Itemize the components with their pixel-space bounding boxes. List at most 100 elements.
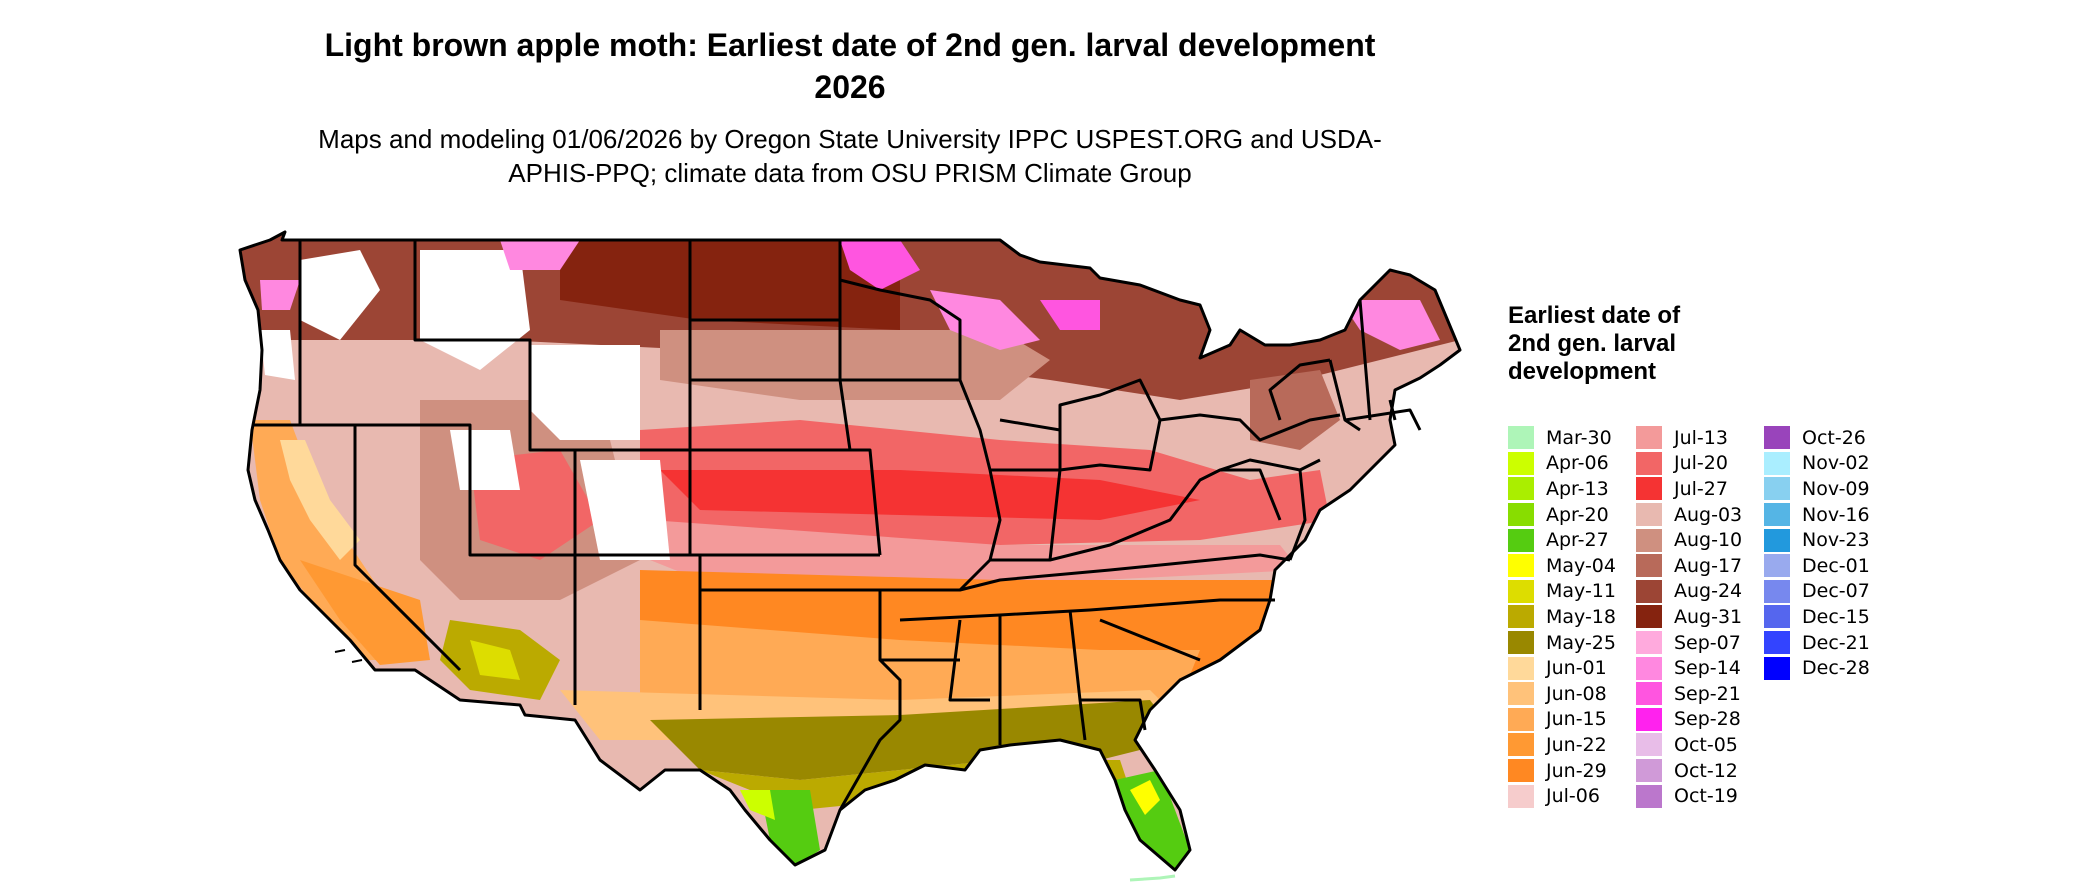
legend-item: Aug-03 — [1636, 502, 1764, 528]
legend: Mar-30 Apr-06 Apr-13 Apr-20 Apr-27 May-04 May-… — [1508, 425, 1908, 835]
legend-item: Apr-27 — [1508, 527, 1636, 553]
legend-swatch — [1636, 631, 1662, 655]
channel-island — [334, 649, 346, 653]
legend-swatch — [1636, 451, 1662, 475]
legend-item: Apr-20 — [1508, 502, 1636, 528]
legend-label: Jul-27 — [1674, 477, 1728, 500]
legend-label: Apr-13 — [1546, 477, 1609, 500]
map-title: Light brown apple moth: Earliest date of… — [324, 27, 1376, 105]
legend-label: Sep-28 — [1674, 708, 1741, 731]
legend-swatch — [1508, 451, 1534, 475]
legend-label: Dec-01 — [1802, 554, 1870, 577]
legend-label: Dec-28 — [1802, 657, 1870, 680]
legend-label: Oct-26 — [1802, 426, 1866, 449]
legend-label: Apr-27 — [1546, 529, 1609, 552]
legend-swatch — [1764, 503, 1790, 527]
legend-item: Sep-21 — [1636, 681, 1764, 707]
legend-label: Jun-01 — [1546, 657, 1607, 680]
state-boundaries — [238, 230, 1462, 872]
legend-swatch — [1636, 426, 1662, 450]
legend-swatch — [1636, 605, 1662, 629]
legend-swatch — [1636, 707, 1662, 731]
legend-swatch — [1764, 656, 1790, 680]
legend-item: Oct-05 — [1636, 732, 1764, 758]
legend-swatch — [1764, 554, 1790, 578]
legend-item: Nov-02 — [1764, 451, 1892, 477]
legend-swatch — [1764, 477, 1790, 501]
legend-item: Jun-29 — [1508, 758, 1636, 784]
legend-swatch — [1764, 631, 1790, 655]
legend-swatch — [1508, 784, 1534, 808]
florida-keys — [1129, 874, 1176, 882]
legend-swatch — [1508, 682, 1534, 706]
legend-label: Nov-23 — [1802, 529, 1870, 552]
legend-item: Jul-20 — [1636, 451, 1764, 477]
legend-label: Nov-16 — [1802, 503, 1870, 526]
legend-swatch — [1636, 528, 1662, 552]
legend-swatch — [1508, 759, 1534, 783]
legend-swatch — [1764, 605, 1790, 629]
legend-label: Sep-14 — [1674, 657, 1741, 680]
legend-item: Jul-06 — [1508, 783, 1636, 809]
legend-item: Jun-01 — [1508, 655, 1636, 681]
legend-label: Apr-20 — [1546, 503, 1609, 526]
legend-swatch — [1508, 579, 1534, 603]
legend-swatch — [1508, 707, 1534, 731]
legend-label: Jul-06 — [1546, 785, 1600, 808]
legend-swatch — [1636, 759, 1662, 783]
legend-swatch — [1636, 784, 1662, 808]
map-subtitle: Maps and modeling 01/06/2026 by Oregon S… — [318, 124, 1382, 188]
legend-label: Jul-13 — [1674, 426, 1728, 449]
legend-label: Jul-20 — [1674, 452, 1728, 475]
legend-item: Sep-28 — [1636, 707, 1764, 733]
legend-swatch — [1636, 682, 1662, 706]
legend-label: Dec-15 — [1802, 605, 1870, 628]
legend-item: Oct-12 — [1636, 758, 1764, 784]
legend-label: Mar-30 — [1546, 426, 1612, 449]
legend-item: Aug-31 — [1636, 604, 1764, 630]
legend-swatch — [1508, 656, 1534, 680]
legend-label: Jun-22 — [1546, 733, 1607, 756]
legend-label: Oct-12 — [1674, 759, 1738, 782]
legend-label: Aug-03 — [1674, 503, 1743, 526]
legend-item: Aug-10 — [1636, 527, 1764, 553]
legend-label: Dec-21 — [1802, 631, 1870, 654]
legend-label: Jun-29 — [1546, 759, 1607, 782]
legend-item: Aug-24 — [1636, 579, 1764, 605]
legend-label: Nov-09 — [1802, 477, 1870, 500]
map-fill — [240, 232, 1460, 870]
legend-swatch — [1636, 579, 1662, 603]
legend-swatch — [1764, 426, 1790, 450]
legend-swatch — [1508, 477, 1534, 501]
legend-item: Aug-17 — [1636, 553, 1764, 579]
legend-swatch — [1508, 733, 1534, 757]
legend-label: Jun-15 — [1546, 708, 1607, 731]
legend-label: May-18 — [1546, 605, 1616, 628]
legend-item: Jun-08 — [1508, 681, 1636, 707]
legend-label: Sep-21 — [1674, 682, 1741, 705]
legend-item: Mar-30 — [1508, 425, 1636, 451]
legend-item: Sep-14 — [1636, 655, 1764, 681]
legend-item: Nov-23 — [1764, 527, 1892, 553]
legend-swatch — [1636, 477, 1662, 501]
legend-title: Earliest date of 2nd gen. larval develop… — [1508, 302, 1681, 385]
legend-item: Jun-22 — [1508, 732, 1636, 758]
legend-item: Dec-15 — [1764, 604, 1892, 630]
legend-item: May-04 — [1508, 553, 1636, 579]
legend-item: Apr-13 — [1508, 476, 1636, 502]
legend-label: Aug-10 — [1674, 529, 1743, 552]
legend-label: May-25 — [1546, 631, 1616, 654]
legend-swatch — [1636, 733, 1662, 757]
legend-item: Apr-06 — [1508, 451, 1636, 477]
legend-label: Dec-07 — [1802, 580, 1870, 603]
legend-label: Aug-24 — [1674, 580, 1743, 603]
legend-item: Nov-09 — [1764, 476, 1892, 502]
legend-label: Aug-31 — [1674, 605, 1743, 628]
legend-item: May-18 — [1508, 604, 1636, 630]
legend-swatch — [1636, 554, 1662, 578]
legend-item: May-11 — [1508, 579, 1636, 605]
legend-label: May-04 — [1546, 554, 1616, 577]
legend-item: Sep-07 — [1636, 630, 1764, 656]
legend-label: Sep-07 — [1674, 631, 1741, 654]
